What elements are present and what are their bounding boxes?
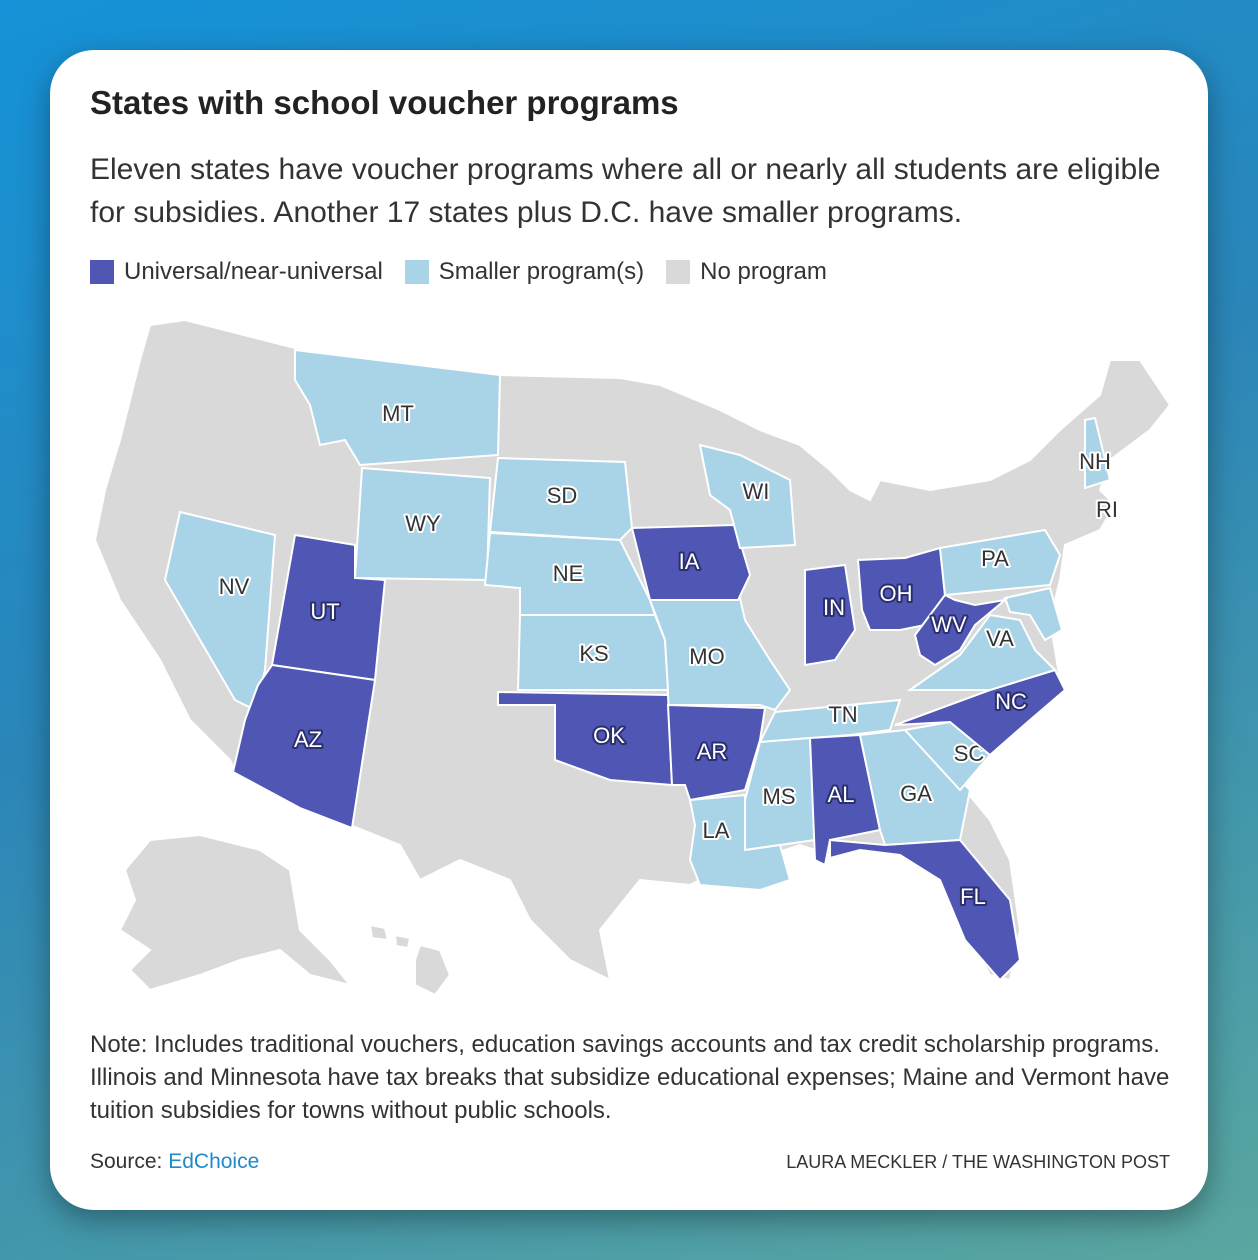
hawaii <box>414 943 452 997</box>
state <box>906 613 1057 691</box>
state-label: NE <box>553 561 584 586</box>
legend-label: Smaller program(s) <box>438 258 645 285</box>
credit: LAURA MECKLER / THE WASHINGTON POST <box>786 1152 1170 1172</box>
state-label: MO <box>689 644 724 669</box>
state-label: IA <box>679 549 700 574</box>
state-label: RI <box>1096 497 1118 522</box>
state-label: GA <box>900 781 932 806</box>
hawaii <box>393 933 412 950</box>
state-label: NH <box>1079 449 1111 474</box>
source: Source: EdChoice <box>90 1150 259 1174</box>
state-label: KS <box>579 641 608 666</box>
legend-item: Universal/near-universal <box>90 258 383 286</box>
hawaii <box>368 923 390 942</box>
state <box>488 456 634 542</box>
legend-swatch <box>404 260 429 284</box>
state <box>231 663 377 830</box>
state-label: MT <box>382 401 414 426</box>
state-label: OK <box>593 723 625 748</box>
state <box>804 563 857 667</box>
state-label: UT <box>310 599 339 624</box>
state-label: AL <box>828 782 855 807</box>
legend-swatch <box>666 260 691 284</box>
state <box>688 793 792 892</box>
state <box>1084 416 1112 490</box>
state <box>666 703 767 802</box>
state <box>938 528 1062 597</box>
state-label: AR <box>697 739 728 764</box>
card: States with school voucher programs Elev… <box>50 50 1208 1210</box>
state-label: TN <box>828 702 857 727</box>
source-label: Source: <box>90 1150 163 1173</box>
state-label: MS <box>763 784 796 809</box>
state-label: LA <box>703 818 730 843</box>
legend-item: No program <box>666 258 827 286</box>
state-label: FL <box>960 884 986 909</box>
state-label: NC <box>995 689 1027 714</box>
legend: Universal/near-universal Smaller program(… <box>90 258 827 286</box>
state <box>630 523 752 601</box>
state <box>829 838 1022 982</box>
legend-item: Smaller program(s) <box>404 258 645 286</box>
state <box>698 443 797 550</box>
legend-swatch <box>90 260 114 284</box>
state-md-de <box>1003 586 1064 642</box>
note: Note: Includes traditional vouchers, edu… <box>90 1031 1170 1124</box>
state-label: WV <box>931 612 967 637</box>
subtitle: Eleven states have voucher programs wher… <box>90 153 1161 229</box>
state-label: AZ <box>294 727 322 752</box>
state-label: SD <box>547 483 578 508</box>
state-label: OH <box>880 581 913 606</box>
state-label: WY <box>405 511 441 536</box>
state <box>648 596 792 712</box>
state <box>913 593 1009 667</box>
source-link[interactable]: EdChoice <box>168 1150 260 1173</box>
title: States with school voucher programs <box>90 84 679 121</box>
state-label: PA <box>981 546 1009 571</box>
state-label: IN <box>823 595 845 620</box>
legend-label: Universal/near-universal <box>124 258 383 285</box>
state-label: WI <box>743 479 770 504</box>
alaska <box>118 833 353 992</box>
state-label: VA <box>986 626 1014 651</box>
state-label: NV <box>219 574 250 599</box>
state <box>758 698 902 744</box>
state <box>294 348 502 467</box>
legend-label: No program <box>700 258 827 285</box>
